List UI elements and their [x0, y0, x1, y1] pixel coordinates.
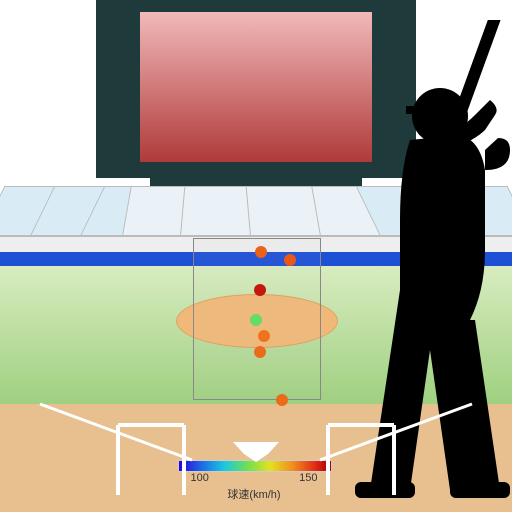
colorbar-tick: 100	[191, 472, 209, 484]
colorbar-tick: 150	[299, 472, 317, 484]
pitch-marker	[250, 314, 262, 326]
pitch-marker	[284, 254, 296, 266]
pitch-marker	[276, 394, 288, 406]
pitch-marker	[255, 246, 267, 258]
pitch-marker	[258, 330, 270, 342]
pitch-marker	[254, 284, 266, 296]
pitch-location-chart: 球速(km/h) 100150	[0, 0, 512, 512]
pitch-marker	[254, 346, 266, 358]
